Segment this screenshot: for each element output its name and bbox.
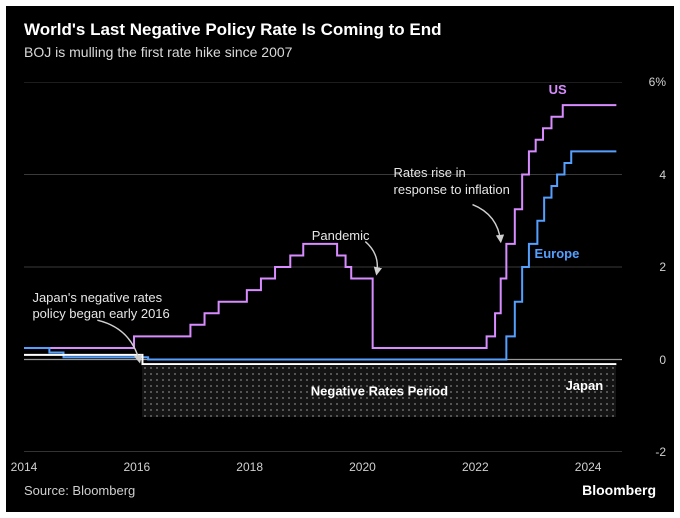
source-text: Source: Bloomberg xyxy=(24,483,135,498)
annotation-pandemic: Pandemic xyxy=(312,228,370,244)
series-label-us: US xyxy=(549,82,567,97)
y-tick-label: 0 xyxy=(626,353,666,367)
x-tick-label: 2016 xyxy=(123,460,150,474)
annotation-inflation: Rates rise in response to inflation xyxy=(394,165,510,198)
annotation-japan-neg: Japan's negative rates policy began earl… xyxy=(32,290,169,323)
x-tick-label: 2024 xyxy=(575,460,602,474)
x-tick-label: 2022 xyxy=(462,460,489,474)
negative-rates-band-label: Negative Rates Period xyxy=(311,384,448,399)
x-tick-label: 2018 xyxy=(236,460,263,474)
chart-frame: World's Last Negative Policy Rate Is Com… xyxy=(0,0,680,518)
x-tick-label: 2014 xyxy=(11,460,38,474)
series-label-japan: Japan xyxy=(566,378,604,393)
chart-title: World's Last Negative Policy Rate Is Com… xyxy=(24,20,441,40)
plot-area: -20246%Negative Rates PeriodUSEuropeJapa… xyxy=(24,82,622,452)
x-tick-label: 2020 xyxy=(349,460,376,474)
y-tick-label: 6% xyxy=(626,75,666,89)
chart-panel: World's Last Negative Policy Rate Is Com… xyxy=(6,6,674,512)
brand-mark: Bloomberg xyxy=(582,482,656,498)
y-tick-label: 2 xyxy=(626,260,666,274)
series-label-europe: Europe xyxy=(535,246,580,261)
chart-subtitle: BOJ is mulling the first rate hike since… xyxy=(24,44,292,60)
y-tick-label: 4 xyxy=(626,168,666,182)
y-tick-label: -2 xyxy=(626,445,666,459)
